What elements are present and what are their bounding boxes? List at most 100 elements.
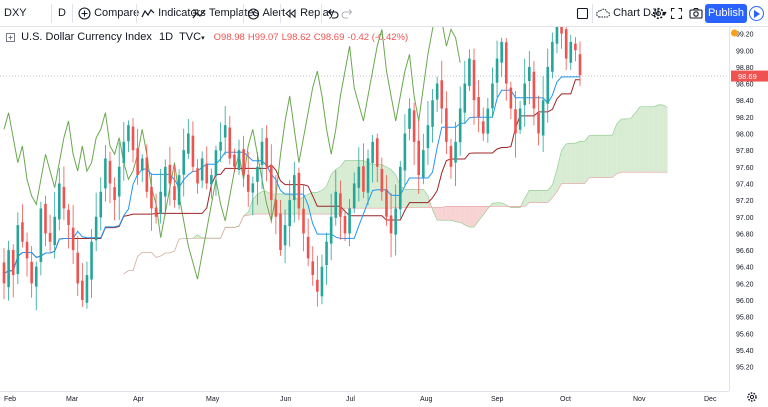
- divider: [280, 4, 281, 23]
- candle: [473, 49, 476, 125]
- redo-button[interactable]: [341, 4, 354, 23]
- divider: [592, 4, 593, 23]
- candle: [436, 77, 439, 112]
- candle: [159, 169, 162, 224]
- cloud-segment: [562, 144, 567, 184]
- cloud-segment: [543, 190, 548, 202]
- expand-icon: [670, 7, 683, 20]
- candle: [155, 194, 158, 224]
- candle: [519, 101, 522, 134]
- undo-button[interactable]: [326, 4, 339, 23]
- candle: [127, 121, 130, 153]
- candle: [205, 146, 208, 189]
- cloud-segment: [539, 190, 544, 202]
- price-tick-label: 97.40: [736, 181, 754, 188]
- candle: [35, 261, 38, 310]
- candle: [81, 263, 84, 307]
- candle: [450, 139, 453, 179]
- candle: [3, 248, 6, 299]
- time-tick-label: Sep: [491, 396, 504, 403]
- last-price-label: 98.69: [738, 72, 757, 81]
- publish-button[interactable]: Publish: [705, 4, 747, 23]
- candle: [459, 86, 462, 155]
- cloud-segment: [414, 189, 419, 207]
- replay-icon: [284, 7, 297, 20]
- symbol-label: DXY: [4, 7, 27, 19]
- cloud-segment: [456, 206, 461, 222]
- candle: [408, 99, 411, 141]
- cloud-segment: [603, 135, 608, 177]
- cloud-segment: [322, 186, 327, 214]
- candle: [12, 244, 15, 297]
- settings-button[interactable]: [652, 4, 665, 23]
- candle: [307, 219, 310, 266]
- undo-icon: [326, 7, 339, 20]
- candle: [118, 142, 121, 219]
- cloud-segment: [640, 107, 645, 172]
- price-tick-label: 99.20: [736, 32, 754, 39]
- cloud-segment: [566, 143, 571, 183]
- candle: [63, 167, 66, 220]
- candle: [468, 49, 471, 91]
- cloud-segment: [608, 135, 613, 177]
- candle: [201, 151, 204, 188]
- candle: [496, 41, 499, 97]
- cloud-segment: [598, 135, 603, 177]
- interval-label: D: [58, 7, 66, 19]
- axis-settings-button[interactable]: [742, 391, 762, 403]
- time-tick-label: Aug: [420, 396, 433, 403]
- cloud-segment: [391, 170, 396, 209]
- price-tick-label: 97.80: [736, 148, 754, 155]
- candle: [528, 51, 531, 104]
- cloud-segment: [451, 206, 456, 221]
- candle: [192, 121, 195, 172]
- price-tick-label: 95.80: [736, 315, 754, 322]
- compare-icon: [78, 7, 91, 20]
- candle: [454, 122, 457, 186]
- candle: [574, 37, 577, 61]
- candle: [40, 202, 43, 276]
- time-tick-label: Feb: [4, 396, 16, 403]
- cloud-segment: [465, 206, 470, 227]
- cloud-segment: [580, 141, 585, 183]
- candle: [76, 236, 79, 296]
- fullscreen-toggle[interactable]: [576, 4, 589, 23]
- candle: [427, 101, 430, 165]
- price-alert-icon: [731, 30, 738, 37]
- time-tick-label: Jul: [346, 396, 355, 403]
- alert-clock-icon: [247, 7, 260, 20]
- price-tick-label: 96.00: [736, 298, 754, 305]
- time-tick-label: Nov: [633, 396, 646, 403]
- cloud-segment: [635, 107, 640, 172]
- candle: [362, 143, 365, 198]
- candle: [219, 122, 222, 162]
- alert-label: Alert: [262, 7, 285, 19]
- cloud-segment: [525, 190, 530, 206]
- candle: [7, 241, 10, 301]
- cloud-segment: [479, 206, 484, 220]
- play-icon[interactable]: [749, 6, 764, 21]
- candle: [187, 119, 190, 159]
- candle: [238, 140, 241, 175]
- price-tick-label: 98.00: [736, 132, 754, 139]
- compare-button[interactable]: Compare: [78, 4, 139, 23]
- candle: [510, 82, 513, 119]
- candle: [565, 27, 568, 70]
- maximize-button[interactable]: [670, 4, 683, 23]
- divider: [243, 4, 244, 23]
- price-chart[interactable]: [0, 27, 729, 391]
- gear-icon: [652, 7, 665, 20]
- candle: [44, 196, 47, 247]
- cloud-segment: [585, 135, 590, 183]
- templates-icon: [192, 7, 206, 20]
- interval-button[interactable]: D: [58, 4, 66, 23]
- cloud-segment: [575, 141, 580, 183]
- cloud-segment: [612, 124, 617, 178]
- cloud-segment: [594, 135, 599, 177]
- snapshot-button[interactable]: [689, 4, 703, 23]
- time-tick-label: Mar: [66, 396, 79, 403]
- price-tick-label: 98.40: [736, 98, 754, 105]
- price-tick-label: 96.40: [736, 265, 754, 272]
